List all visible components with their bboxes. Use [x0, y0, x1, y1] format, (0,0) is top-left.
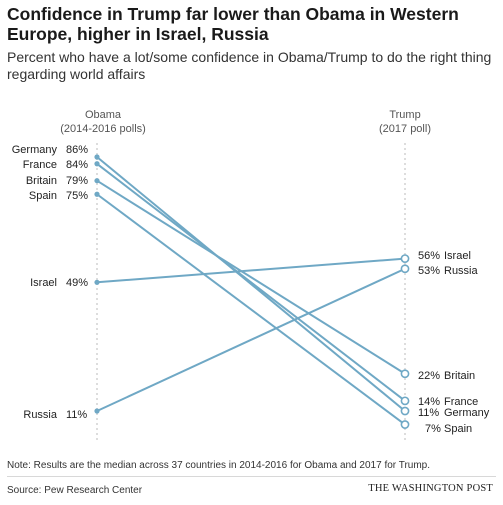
right-label-germany: Germany — [444, 407, 490, 419]
chart-title: Confidence in Trump far lower than Obama… — [7, 4, 459, 44]
source-credit: Source: Pew Research Center — [7, 485, 143, 496]
trump-column-header: Trump (2017 poll) — [360, 108, 450, 136]
obama-point-russia — [94, 408, 100, 414]
left-label-france: France — [23, 159, 57, 171]
footer-divider — [7, 476, 496, 477]
slope-line-spain — [96, 193, 406, 426]
trump-value-spain: 7% — [425, 423, 441, 435]
slope-line-russia — [96, 267, 406, 412]
obama-point-france — [94, 161, 100, 167]
right-label-russia: Russia — [444, 265, 479, 277]
trump-point-britain — [400, 369, 410, 379]
obama-value-britain: 79% — [66, 175, 88, 187]
obama-value-israel: 49% — [66, 277, 88, 289]
slope-line-france — [96, 162, 406, 402]
trump-value-germany: 11% — [418, 407, 439, 419]
slope-line-israel — [96, 257, 406, 284]
obama-column-header: Obama (2014-2016 polls) — [48, 108, 158, 136]
slope-lines — [96, 156, 406, 426]
right-label-britain: Britain — [444, 370, 475, 382]
publisher-logo: THE WASHINGTON POST — [368, 483, 493, 494]
trump-point-spain — [400, 420, 410, 429]
obama-point-germany — [94, 154, 100, 160]
trump-column-period: (2017 poll) — [379, 123, 431, 135]
trump-point-israel — [400, 254, 410, 263]
obama-point-israel — [94, 279, 100, 285]
obama-value-spain: 75% — [66, 190, 88, 202]
left-label-israel: Israel — [30, 277, 57, 289]
right-label-spain: Spain — [444, 423, 472, 435]
trump-value-russia: 53% — [418, 265, 440, 277]
left-label-russia: Russia — [23, 409, 58, 421]
right-label-israel: Israel — [444, 250, 471, 262]
trump-point-germany — [400, 406, 410, 416]
trump-value-britain: 22% — [418, 370, 440, 382]
trump-value-france: 14% — [418, 396, 440, 408]
obama-point-spain — [94, 191, 100, 197]
obama-column-name: Obama — [84, 109, 122, 121]
trump-point-russia — [400, 264, 410, 274]
left-label-spain: Spain — [29, 190, 57, 202]
obama-column-period: (2014-2016 polls) — [60, 123, 146, 135]
trump-value-israel: 56% — [418, 250, 440, 262]
right-label-france: France — [444, 396, 478, 408]
trump-column-name: Trump — [389, 109, 421, 121]
left-label-germany: Germany — [12, 144, 58, 156]
footnote: Note: Results are the median across 37 c… — [7, 460, 431, 471]
obama-point-britain — [94, 178, 100, 184]
slope-line-britain — [96, 179, 406, 375]
slope-points — [94, 154, 410, 429]
obama-value-russia: 11% — [66, 409, 87, 421]
chart-subtitle: Percent who have a lot/some confidence i… — [7, 49, 492, 82]
trump-point-france — [400, 396, 410, 406]
left-label-britain: Britain — [26, 175, 57, 187]
slope-line-germany — [96, 156, 406, 412]
obama-value-germany: 86% — [66, 144, 88, 156]
obama-value-france: 84% — [66, 159, 88, 171]
